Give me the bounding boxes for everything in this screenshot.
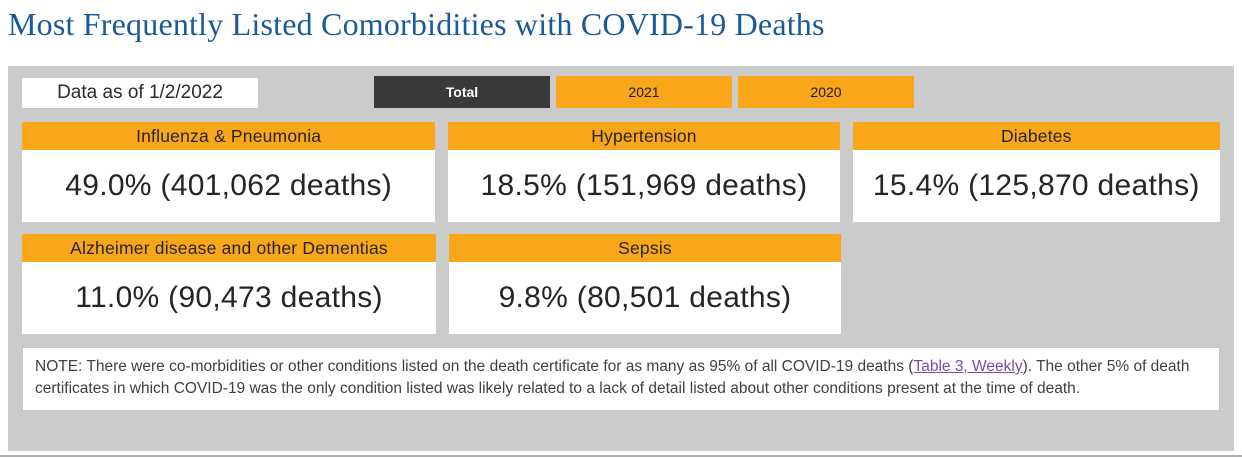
- card-alzheimer-dementias: Alzheimer disease and other Dementias 11…: [22, 234, 436, 334]
- cards-row-2: Alzheimer disease and other Dementias 11…: [22, 234, 1220, 334]
- panel-header: Data as of 1/2/2022 Total 2021 2020: [22, 76, 1220, 108]
- card-value: 18.5% (151,969 deaths): [448, 150, 840, 222]
- card-value: 49.0% (401,062 deaths): [22, 150, 436, 222]
- card-title: Hypertension: [448, 122, 840, 150]
- card-diabetes: Diabetes 15.4% (125,870 deaths): [852, 122, 1220, 222]
- note-box: NOTE: There were co-morbidities or other…: [22, 347, 1220, 411]
- year-tab-group: Total 2021 2020: [374, 76, 914, 108]
- card-value: 9.8% (80,501 deaths): [449, 262, 841, 334]
- card-title: Sepsis: [449, 234, 841, 262]
- card-hypertension: Hypertension 18.5% (151,969 deaths): [448, 122, 840, 222]
- page-title: Most Frequently Listed Comorbidities wit…: [8, 6, 825, 42]
- data-as-of-label: Data as of 1/2/2022: [22, 78, 258, 108]
- table3-weekly-link[interactable]: Table 3, Weekly: [913, 358, 1023, 375]
- tab-2020[interactable]: 2020: [738, 76, 914, 108]
- tab-total[interactable]: Total: [374, 76, 550, 108]
- card-influenza-pneumonia: Influenza & Pneumonia 49.0% (401,062 dea…: [22, 122, 436, 222]
- cards-row-1: Influenza & Pneumonia 49.0% (401,062 dea…: [22, 122, 1220, 222]
- dashboard-panel: Data as of 1/2/2022 Total 2021 2020 Infl…: [8, 66, 1234, 451]
- card-title: Diabetes: [852, 122, 1220, 150]
- bottom-divider: [0, 455, 1242, 457]
- note-text-prefix: NOTE: There were co-morbidities or other…: [35, 358, 914, 375]
- card-value: 15.4% (125,870 deaths): [852, 150, 1220, 222]
- card-title: Alzheimer disease and other Dementias: [22, 234, 436, 262]
- card-title: Influenza & Pneumonia: [22, 122, 436, 150]
- card-sepsis: Sepsis 9.8% (80,501 deaths): [449, 234, 841, 334]
- tab-2021[interactable]: 2021: [556, 76, 732, 108]
- note-text-suffix: ). The other 5% of death certificates in…: [35, 358, 1190, 397]
- card-value: 11.0% (90,473 deaths): [22, 262, 436, 334]
